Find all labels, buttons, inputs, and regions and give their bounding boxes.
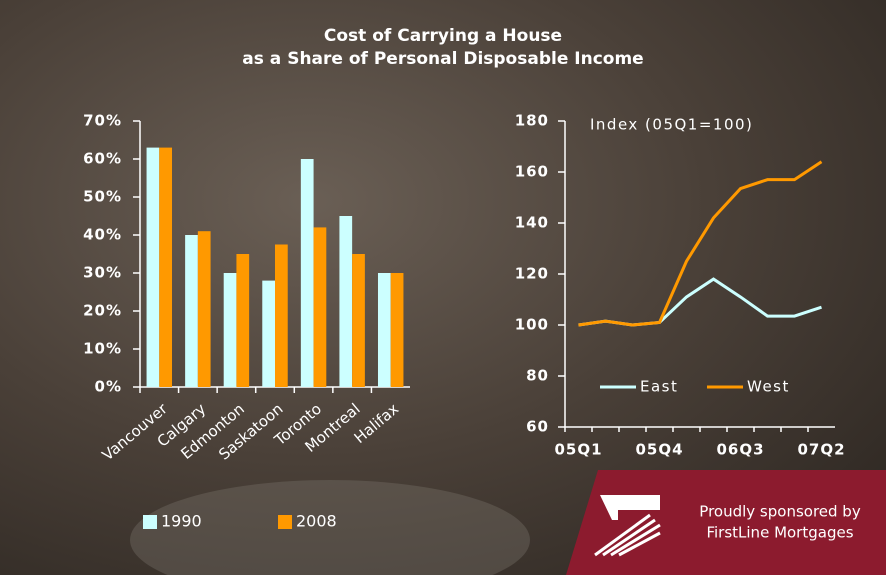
sponsor-text: FirstLine Mortgages — [706, 524, 853, 542]
legend-label: West — [747, 378, 790, 396]
y-tick-label: 60 — [526, 418, 549, 436]
y-tick-label: 0% — [95, 378, 122, 396]
bar — [300, 159, 314, 387]
sponsor-logo — [594, 495, 661, 557]
chart-subtitle: as a Share of Personal Disposable Income — [242, 49, 643, 69]
bar — [275, 244, 288, 387]
bar — [197, 231, 211, 387]
y-tick-label: 50% — [83, 188, 122, 206]
legend-label: 2008 — [296, 512, 337, 531]
sponsor-text: Proudly sponsored by — [699, 503, 861, 521]
legend-swatch — [143, 515, 157, 529]
y-tick-label: 70% — [83, 112, 122, 130]
legend-swatch — [278, 515, 292, 529]
x-tick-label: 06Q3 — [716, 441, 764, 459]
y-tick-label: 10% — [83, 340, 122, 358]
annotation: Index (05Q1=100) — [590, 116, 753, 134]
background-shape — [130, 480, 530, 575]
y-tick-label: 180 — [515, 112, 549, 130]
bar — [159, 147, 173, 387]
line — [578, 160, 823, 327]
y-tick-label: 120 — [515, 265, 549, 283]
y-tick-label: 20% — [83, 302, 122, 320]
bar — [339, 216, 353, 387]
bar — [262, 280, 275, 387]
y-tick-label: 80 — [526, 367, 549, 385]
y-tick-label: 40% — [83, 226, 122, 244]
legend-label: East — [640, 378, 678, 396]
y-tick-label: 60% — [83, 150, 122, 168]
y-tick-label: 30% — [83, 264, 122, 282]
bar — [377, 273, 391, 387]
bar — [146, 147, 160, 387]
bar — [352, 254, 365, 387]
legend-label: 1990 — [161, 512, 202, 531]
bar — [185, 235, 198, 387]
x-tick-label: 05Q4 — [635, 441, 683, 459]
bar — [236, 254, 250, 387]
bar — [313, 227, 327, 387]
y-tick-label: 100 — [515, 316, 549, 334]
bar — [223, 273, 237, 387]
sponsor-box — [566, 470, 886, 575]
chart-title: Cost of Carrying a House — [324, 26, 562, 46]
y-tick-label: 140 — [515, 214, 549, 232]
bar — [390, 273, 404, 387]
x-tick-label: 05Q1 — [554, 441, 602, 459]
x-tick-label: 07Q2 — [797, 441, 845, 459]
y-tick-label: 160 — [515, 163, 549, 181]
